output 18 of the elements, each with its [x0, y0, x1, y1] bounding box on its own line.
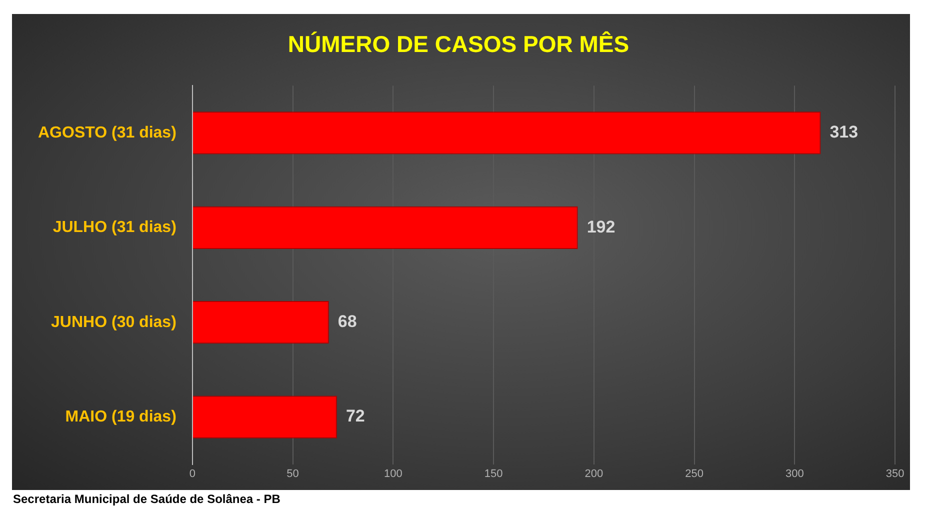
y-tick-label: JULHO (31 dias): [52, 219, 176, 236]
y-tick-label: AGOSTO (31 dias): [38, 124, 176, 142]
data-label: 72: [346, 406, 365, 426]
chart-title: NÚMERO DE CASOS POR MÊS: [288, 31, 630, 58]
y-tick-label: JUNHO (30 dias): [51, 314, 176, 331]
data-label: 68: [338, 312, 357, 332]
x-tick-label: 200: [584, 468, 604, 480]
x-tick-label: 50: [286, 468, 299, 480]
data-label: 192: [586, 217, 616, 236]
x-tick-label: 100: [384, 468, 402, 480]
x-tick-label: 300: [785, 468, 804, 480]
x-tick-label: 350: [886, 468, 904, 480]
y-tick-label: MAIO (19 dias): [65, 408, 176, 426]
x-tick-label: 0: [189, 468, 196, 480]
text: Secretaria Municipal de Saúde de Solânea - PB: [13, 492, 280, 506]
x-tick-label: 250: [685, 468, 704, 480]
x-tick-label: 150: [484, 468, 503, 480]
data-label: 313: [830, 122, 858, 142]
